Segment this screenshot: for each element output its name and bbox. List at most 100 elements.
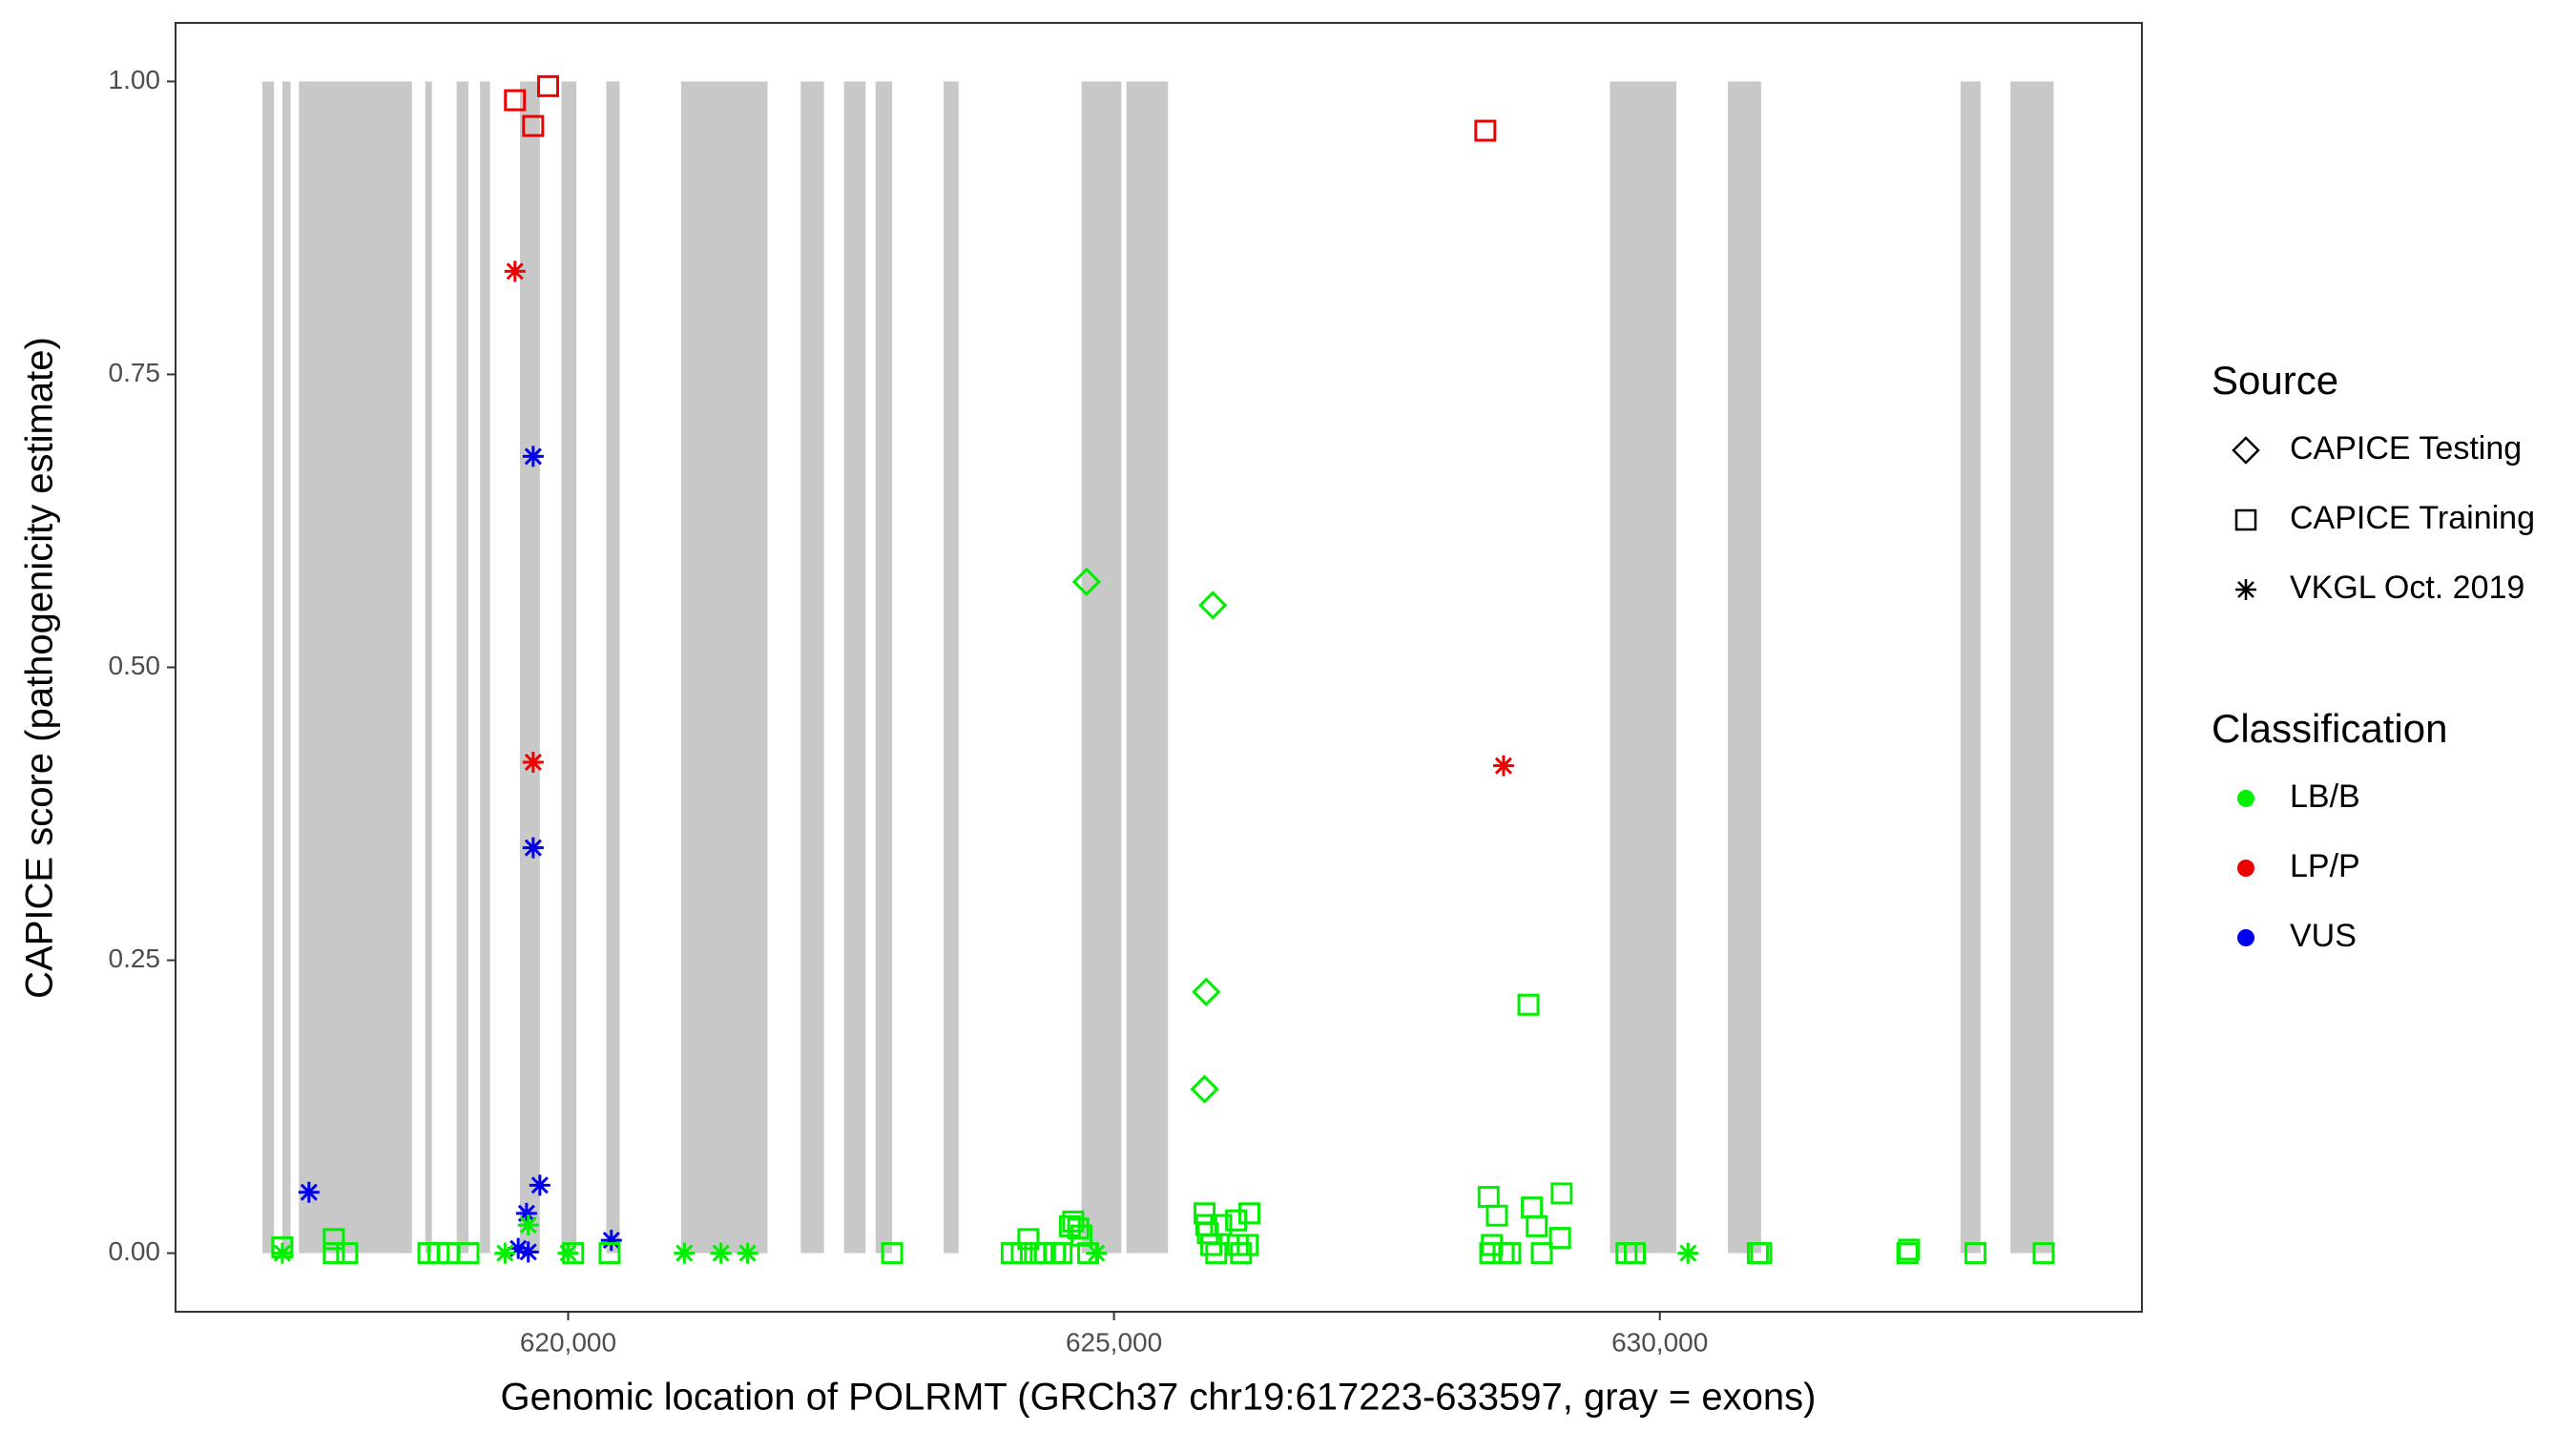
point [537, 74, 560, 97]
point [529, 1174, 551, 1196]
legend-title: Classification [2212, 706, 2447, 751]
point [1964, 1242, 1987, 1265]
point [1077, 1242, 1100, 1265]
y-tick-label: 0.50 [109, 651, 161, 680]
exon [281, 81, 291, 1254]
x-tick-label: 630,000 [1611, 1327, 1708, 1357]
exon [2010, 81, 2054, 1254]
legend-symbol [2232, 436, 2260, 465]
exon [480, 81, 490, 1254]
point [504, 89, 527, 112]
legend-label: CAPICE Testing [2290, 430, 2522, 467]
point [1225, 1209, 1248, 1232]
point [562, 1242, 585, 1265]
point [494, 1242, 516, 1264]
point [674, 1242, 696, 1264]
exon [261, 81, 275, 1254]
point [1499, 1242, 1522, 1265]
point [1205, 1242, 1228, 1265]
exon [944, 81, 959, 1254]
point [298, 1181, 320, 1203]
point [504, 260, 526, 282]
y-tick-label: 1.00 [109, 65, 161, 94]
exon [1728, 81, 1761, 1254]
point [522, 114, 545, 137]
legend-symbol [2234, 508, 2257, 531]
exon [800, 81, 824, 1254]
point [557, 1242, 579, 1264]
exon [1126, 81, 1169, 1254]
legend-symbol [2235, 579, 2256, 600]
exon [520, 81, 540, 1254]
point [457, 1242, 480, 1265]
x-tick-label: 625,000 [1066, 1327, 1162, 1357]
point [1210, 1213, 1233, 1236]
point [522, 751, 544, 773]
point [710, 1242, 732, 1264]
point [271, 1235, 294, 1258]
point [1237, 1202, 1260, 1225]
legend-label: LP/P [2290, 848, 2360, 884]
point [1010, 1242, 1033, 1265]
legend-label: VKGL Oct. 2019 [2290, 570, 2524, 606]
point [1517, 993, 1540, 1016]
point [1492, 755, 1514, 777]
y-tick-label: 0.00 [109, 1236, 161, 1266]
point [1677, 1242, 1699, 1264]
legend-label: LB/B [2290, 778, 2360, 815]
point [322, 1228, 345, 1251]
point [1896, 1242, 1919, 1265]
exon [425, 81, 432, 1254]
point [1190, 1074, 1219, 1104]
exon [1960, 81, 1981, 1254]
point [1474, 119, 1497, 142]
point [881, 1242, 904, 1265]
exon [299, 81, 412, 1254]
point [737, 1242, 758, 1264]
point [1017, 1228, 1040, 1251]
point [1624, 1242, 1647, 1265]
exon [606, 81, 620, 1254]
point [522, 446, 544, 467]
legend-label: CAPICE Training [2290, 500, 2535, 536]
legend-title: Source [2212, 358, 2338, 403]
point [1550, 1182, 1573, 1205]
point [1530, 1242, 1553, 1265]
point [1526, 1214, 1548, 1237]
exon [875, 81, 893, 1254]
point [1485, 1204, 1508, 1227]
panel-border [175, 22, 2143, 1313]
point [322, 1242, 345, 1265]
point [1070, 1224, 1093, 1247]
exon [843, 81, 866, 1254]
exon [561, 81, 577, 1254]
point [1067, 1217, 1090, 1240]
exon [1610, 81, 1677, 1254]
y-tick-label: 0.75 [109, 358, 161, 387]
point [1898, 1238, 1921, 1261]
point [508, 1237, 530, 1259]
point [1192, 977, 1221, 1006]
legend-symbol [2237, 790, 2254, 807]
point [517, 1241, 539, 1263]
point [515, 1202, 537, 1224]
point [522, 837, 544, 859]
y-axis-title: CAPICE score (pathogenicity estimate) [19, 337, 61, 999]
x-tick-label: 620,000 [520, 1327, 616, 1357]
point [1198, 591, 1228, 620]
legend-symbol [2237, 929, 2254, 946]
point [1071, 567, 1101, 596]
point [1236, 1234, 1259, 1256]
y-tick-label: 0.25 [109, 944, 161, 973]
point [600, 1230, 622, 1252]
legend-label: VUS [2290, 918, 2357, 954]
exon [680, 81, 768, 1254]
exon [1081, 81, 1122, 1254]
point [1548, 1227, 1571, 1250]
point [1050, 1242, 1073, 1265]
point [1750, 1242, 1773, 1265]
x-axis-title: Genomic location of POLRMT (GRCh37 chr19… [501, 1377, 1817, 1419]
point [271, 1242, 293, 1264]
legend-symbol [2237, 860, 2254, 877]
